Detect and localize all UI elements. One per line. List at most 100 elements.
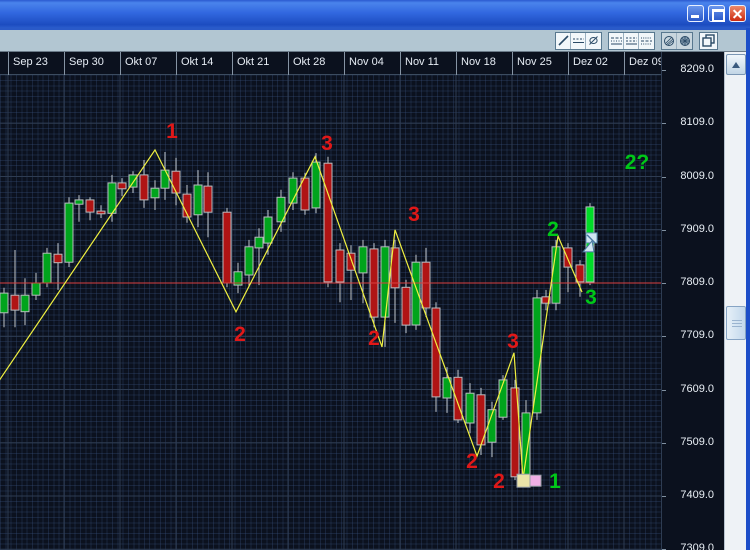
date-label: Okt 14 bbox=[181, 56, 214, 68]
price-label: 8009.0 bbox=[680, 169, 714, 182]
candle bbox=[160, 169, 170, 189]
week-separator bbox=[176, 52, 177, 75]
week-separator bbox=[512, 52, 513, 75]
price-tick bbox=[662, 336, 666, 338]
candle bbox=[498, 379, 508, 418]
candle bbox=[128, 174, 138, 188]
wave-label-green: 1 bbox=[549, 470, 561, 493]
week-separator bbox=[64, 52, 65, 75]
chart-area[interactable]: 1 2 3 2 3 3 2 2 2 3 1 2? bbox=[0, 75, 662, 550]
price-tick bbox=[662, 442, 666, 444]
candle bbox=[276, 196, 286, 223]
candle bbox=[335, 249, 345, 283]
date-label: Nov 18 bbox=[461, 56, 496, 68]
price-tick bbox=[662, 70, 666, 71]
date-label: Okt 28 bbox=[293, 56, 326, 68]
close-button[interactable] bbox=[729, 5, 746, 22]
line-style-group bbox=[608, 31, 655, 50]
horizontal-dashed-line-button[interactable] bbox=[571, 32, 586, 49]
candle bbox=[96, 210, 106, 215]
trendline-icon bbox=[557, 35, 569, 46]
pattern-toggle-group bbox=[661, 31, 693, 50]
candle bbox=[150, 187, 160, 199]
week-separator bbox=[8, 52, 9, 75]
candle bbox=[411, 261, 421, 326]
pink-square-marker[interactable] bbox=[529, 474, 542, 487]
line-style-2-icon bbox=[625, 37, 637, 45]
scrollbar-thumb[interactable] bbox=[726, 306, 746, 340]
scroll-up-arrow[interactable] bbox=[726, 54, 746, 75]
title-bar[interactable] bbox=[0, 0, 750, 28]
candle bbox=[431, 307, 441, 398]
line-style-1-button[interactable] bbox=[609, 32, 624, 49]
price-label: 7309.0 bbox=[680, 542, 714, 550]
candle bbox=[532, 297, 542, 414]
candle bbox=[0, 292, 9, 314]
zigzag-line[interactable] bbox=[0, 148, 583, 480]
wave-label-red: 2 bbox=[493, 470, 505, 493]
candle bbox=[139, 174, 149, 201]
wave-label-green: 2 bbox=[547, 218, 559, 241]
maximize-button[interactable] bbox=[708, 5, 725, 22]
candle bbox=[541, 296, 551, 304]
candle bbox=[510, 387, 520, 478]
week-separator bbox=[456, 52, 457, 75]
candle bbox=[117, 182, 127, 190]
yellow-square-marker[interactable] bbox=[516, 473, 531, 488]
price-tick bbox=[662, 496, 666, 497]
candle bbox=[74, 199, 84, 205]
wave-label-green: 2? bbox=[625, 151, 650, 174]
week-separator bbox=[120, 52, 121, 75]
cascade-windows-button[interactable] bbox=[700, 32, 717, 49]
minimize-button[interactable] bbox=[687, 5, 704, 22]
busy-cursor-icon bbox=[581, 232, 598, 253]
wave-label-red: 3 bbox=[321, 132, 333, 155]
candle bbox=[465, 392, 475, 424]
cascade-windows-icon bbox=[702, 34, 715, 47]
price-label: 7509.0 bbox=[680, 435, 714, 448]
price-label: 8209.0 bbox=[680, 63, 714, 75]
candle bbox=[300, 177, 310, 211]
week-separator bbox=[624, 52, 625, 75]
candle bbox=[263, 216, 273, 244]
wave-label-red: 3 bbox=[408, 203, 420, 226]
price-tick bbox=[662, 283, 666, 284]
price-label: 7609.0 bbox=[680, 382, 714, 395]
pattern-circle-dense-button[interactable] bbox=[677, 32, 692, 49]
ellipse-off-button[interactable] bbox=[586, 32, 601, 49]
line-style-2-button[interactable] bbox=[624, 32, 639, 49]
candle bbox=[563, 247, 573, 268]
week-separator bbox=[232, 52, 233, 75]
vertical-scrollbar[interactable] bbox=[724, 52, 746, 550]
candle bbox=[53, 253, 63, 264]
week-separator bbox=[568, 52, 569, 75]
price-label: 8109.0 bbox=[680, 116, 714, 129]
pattern-circle-light-button[interactable] bbox=[662, 32, 677, 49]
candle bbox=[233, 271, 243, 286]
wave-label-red: 2 bbox=[368, 327, 380, 350]
date-label: Sep 30 bbox=[69, 56, 104, 68]
candle bbox=[85, 199, 95, 213]
candle bbox=[401, 286, 411, 326]
candle bbox=[288, 177, 298, 204]
date-axis: Sep 23 Sep 30 Okt 07 Okt 14 Okt 21 Okt 28 Nov … bbox=[0, 52, 664, 75]
candle bbox=[358, 246, 368, 274]
price-label: 7909.0 bbox=[680, 222, 714, 235]
candle bbox=[521, 412, 531, 481]
candle bbox=[20, 294, 30, 313]
price-tick bbox=[662, 176, 666, 178]
line-style-3-button[interactable] bbox=[639, 32, 654, 49]
candle bbox=[203, 185, 213, 213]
candle bbox=[10, 294, 20, 311]
candle bbox=[171, 170, 181, 194]
ellipse-off-icon bbox=[589, 36, 598, 45]
week-separator bbox=[400, 52, 401, 75]
price-label: 7809.0 bbox=[680, 276, 714, 288]
price-axis: 8209.0 8109.0 8009.0 7909.0 7809.0 7709.0 7609… bbox=[662, 52, 724, 550]
date-label: Dez 09 bbox=[629, 56, 664, 68]
trendline-button[interactable] bbox=[556, 32, 571, 49]
axis-separator bbox=[661, 52, 662, 550]
date-label: Sep 23 bbox=[13, 56, 48, 68]
candle bbox=[42, 252, 52, 284]
